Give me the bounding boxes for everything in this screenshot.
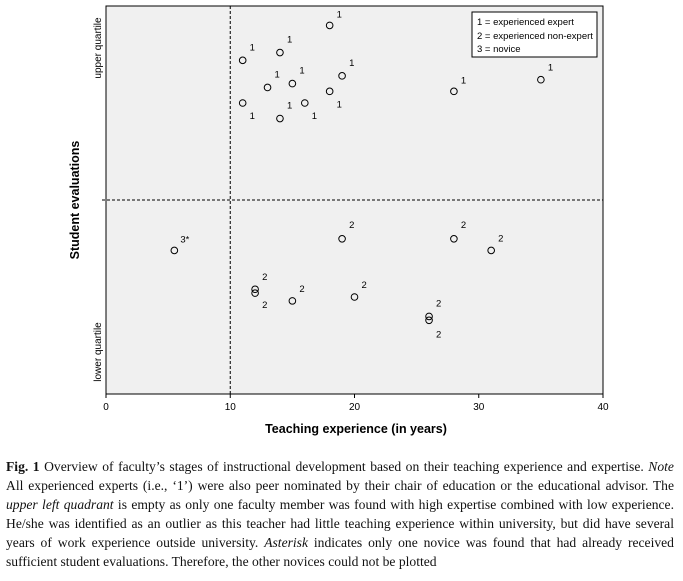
scatter-point <box>251 289 259 297</box>
scatter-point <box>350 293 359 301</box>
point-label: 2 <box>299 284 304 295</box>
scatter-point <box>276 48 284 57</box>
point-label: 1 <box>250 42 255 53</box>
point-label: 2 <box>498 233 503 244</box>
legend-item-3: 3 = novice <box>477 44 521 55</box>
scatter-point <box>170 246 179 255</box>
scatter-point <box>288 297 297 305</box>
scatter-point <box>251 285 259 294</box>
x-axis: 0 10 20 30 40 <box>103 394 609 413</box>
scatter-point <box>288 79 297 88</box>
point-label: 1 <box>337 99 342 110</box>
data-points: 1 1 1 1 1 1 1 1 1 1 1 1 3* 2 2 2 2 2 2 2 2 2 <box>170 9 553 340</box>
scatter-point <box>450 87 458 96</box>
scatter-chart: 0 10 20 30 40 upper quartile lower quartile … <box>68 5 609 436</box>
x-tick-label: 20 <box>349 402 361 413</box>
scatter-point <box>325 21 334 30</box>
point-label: 1 <box>275 69 280 80</box>
scatter-point <box>301 99 309 107</box>
x-tick-label: 10 <box>225 402 237 413</box>
caption-upper-left-quadrant: upper left quadrant <box>6 497 114 512</box>
scatter-point <box>338 72 346 80</box>
point-label: 3* <box>180 234 189 245</box>
legend-item-2: 2 = experienced non-expert <box>477 31 593 42</box>
scatter-point <box>537 75 545 84</box>
caption-text-1: Overview of faculty’s stages of instruct… <box>39 459 649 474</box>
point-label: 2 <box>349 220 354 231</box>
scatter-point <box>238 56 247 65</box>
y-category-lower-label: lower quartile <box>93 322 104 382</box>
scatter-point <box>450 235 458 243</box>
point-label: 1 <box>299 66 304 77</box>
y-category-upper-label: upper quartile <box>93 17 104 79</box>
x-axis-title: Teaching experience (in years) <box>265 422 447 436</box>
reference-lines <box>102 6 603 394</box>
y-axis-title: Student evaluations <box>68 141 82 260</box>
caption-note-word: Note <box>648 459 674 474</box>
point-label: 2 <box>436 298 441 309</box>
scatter-point <box>238 99 247 107</box>
scatter-point <box>487 246 495 255</box>
point-label: 2 <box>262 272 267 283</box>
x-tick-label: 0 <box>103 402 109 413</box>
point-label: 1 <box>287 35 292 46</box>
point-label: 1 <box>349 58 354 69</box>
point-label: 1 <box>548 63 553 74</box>
scatter-point <box>425 316 433 325</box>
legend: 1 = experienced expert 2 = experienced n… <box>471 11 598 58</box>
point-label: 1 <box>312 111 317 122</box>
scatter-point <box>276 114 284 123</box>
point-label: 2 <box>461 220 466 231</box>
x-tick-label: 40 <box>597 402 609 413</box>
point-label: 1 <box>250 111 255 122</box>
figure-number: Fig. 1 <box>6 459 40 474</box>
caption-text-2: All experienced experts (i.e., ‘1’) were… <box>6 478 674 493</box>
point-label: 1 <box>287 101 292 112</box>
scatter-point <box>425 312 433 321</box>
point-label: 1 <box>461 75 466 86</box>
caption-text-4: indicates only one novice was found that… <box>6 535 674 569</box>
legend-box <box>471 11 598 58</box>
scatter-point <box>338 235 346 243</box>
figure-caption: Fig. 1 Overview of faculty’s stages of i… <box>6 457 674 571</box>
caption-text-3: is empty as only one faculty member was … <box>6 497 674 550</box>
point-label: 2 <box>262 300 267 311</box>
point-label: 1 <box>337 9 342 20</box>
scatter-point <box>263 83 272 92</box>
scatter-point <box>325 87 334 96</box>
legend-item-1: 1 = experienced expert <box>477 17 574 28</box>
x-tick-label: 30 <box>473 402 485 413</box>
caption-asterisk-word: Asterisk <box>264 535 308 550</box>
point-label: 2 <box>362 280 367 291</box>
point-label: 2 <box>436 329 441 340</box>
